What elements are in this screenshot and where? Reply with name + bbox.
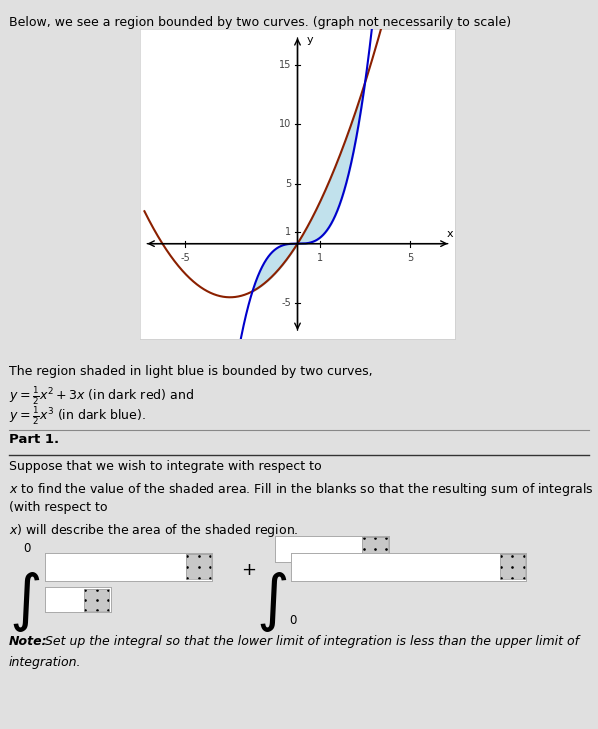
Text: -5: -5 [180,253,190,263]
Text: 1: 1 [317,253,323,263]
Text: Suppose that we wish to integrate with respect to: Suppose that we wish to integrate with r… [9,461,322,473]
Text: $y = \frac{1}{2}x^2 + 3x$ (in dark red) and: $y = \frac{1}{2}x^2 + 3x$ (in dark red) … [9,385,194,407]
Text: 5: 5 [407,253,413,263]
Text: x: x [446,229,453,239]
Text: 10: 10 [279,120,291,130]
Text: $x$) will describe the area of the shaded region.: $x$) will describe the area of the shade… [9,522,298,539]
Text: -5: -5 [282,298,291,308]
Text: $x$ to find the value of the shaded area. Fill in the blanks so that the resulti: $x$ to find the value of the shaded area… [9,481,594,498]
Text: (with respect to: (with respect to [9,502,108,514]
Text: The region shaded in light blue is bounded by two curves,: The region shaded in light blue is bound… [9,364,373,378]
Text: integration.: integration. [9,656,81,668]
Text: $\int$: $\int$ [10,570,41,634]
Text: $y = \frac{1}{2}x^3$ (in dark blue).: $y = \frac{1}{2}x^3$ (in dark blue). [9,405,146,427]
Text: 0: 0 [289,614,297,626]
Text: 0: 0 [23,542,30,555]
Text: Part 1.: Part 1. [9,433,59,445]
Text: +: + [240,561,256,579]
Text: Set up the integral so that the lower limit of integration is less than the uppe: Set up the integral so that the lower li… [41,636,579,648]
Text: y: y [307,35,313,45]
Text: 1: 1 [285,227,291,237]
Text: 15: 15 [279,60,291,70]
Text: $\int$: $\int$ [257,570,288,634]
Text: Note:: Note: [9,636,48,648]
Text: 5: 5 [285,179,291,189]
Text: Below, we see a region bounded by two curves. (graph not necessarily to scale): Below, we see a region bounded by two cu… [9,16,511,29]
